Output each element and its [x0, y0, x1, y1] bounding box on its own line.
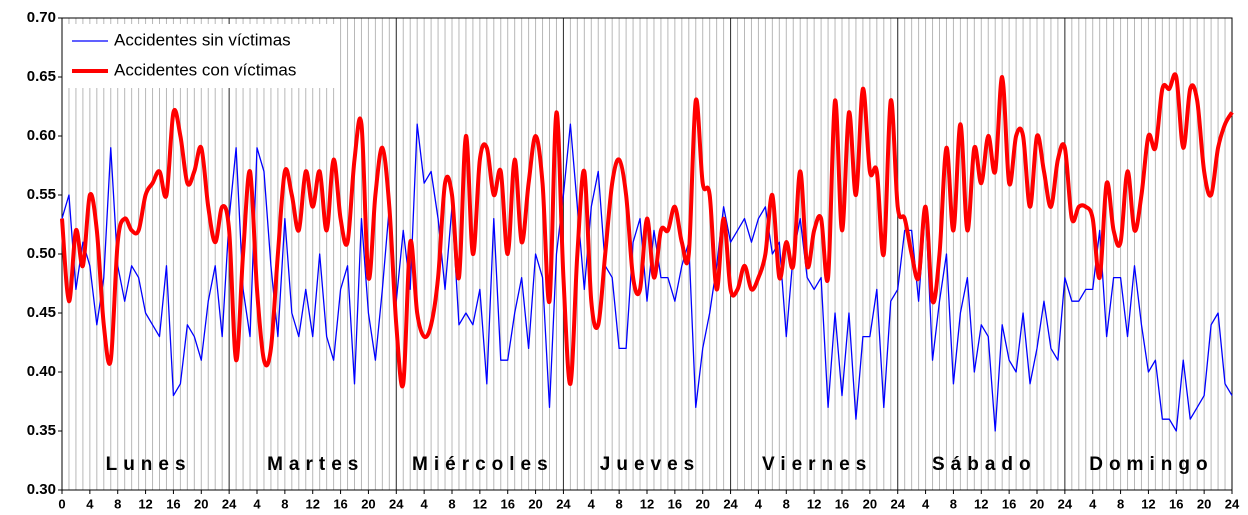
x-tick-label: 16: [166, 496, 180, 511]
x-tick-label: 20: [361, 496, 375, 511]
x-tick-label: 24: [556, 496, 571, 511]
x-tick-label: 16: [1169, 496, 1183, 511]
x-tick-label: 8: [281, 496, 288, 511]
y-tick-label: 0.30: [27, 481, 56, 498]
x-tick-label: 8: [950, 496, 957, 511]
x-tick-label: 12: [640, 496, 654, 511]
x-tick-label: 20: [528, 496, 542, 511]
x-tick-label: 16: [668, 496, 682, 511]
x-tick-label: 12: [473, 496, 487, 511]
x-tick-label: 16: [500, 496, 514, 511]
day-label: Lunes: [106, 454, 192, 475]
x-tick-label: 4: [1089, 496, 1097, 511]
x-tick-label: 20: [1030, 496, 1044, 511]
y-tick-label: 0.50: [27, 245, 56, 262]
day-label: Jueves: [600, 454, 700, 475]
x-tick-label: 20: [695, 496, 709, 511]
x-tick-label: 4: [253, 496, 261, 511]
x-tick-label: 4: [86, 496, 94, 511]
series-line: [60, 72, 1234, 389]
x-tick-label: 8: [1117, 496, 1124, 511]
x-tick-label: 8: [783, 496, 790, 511]
x-tick-label: 20: [863, 496, 877, 511]
x-tick-label: 12: [974, 496, 988, 511]
x-tick-label: 8: [616, 496, 623, 511]
legend-label: Accidentes con víctimas: [114, 60, 296, 79]
x-tick-label: 24: [389, 496, 404, 511]
x-tick-label: 8: [448, 496, 455, 511]
plot-frame: [61, 17, 1233, 491]
x-tick-label: 4: [421, 496, 429, 511]
day-label: Sábado: [932, 454, 1037, 475]
x-tick-label: 16: [333, 496, 347, 511]
series-line: [61, 123, 1233, 432]
legend: Accidentes sin víctimas Accidentes con ví…: [66, 24, 338, 88]
x-tick-label: 16: [1002, 496, 1016, 511]
y-tick-label: 0.55: [27, 186, 56, 203]
x-tick-label: 24: [723, 496, 738, 511]
legend-label: Accidentes sin víctimas: [114, 30, 291, 49]
x-tick-label: 12: [305, 496, 319, 511]
y-tick-label: 0.40: [27, 363, 56, 380]
x-tick-label: 20: [194, 496, 208, 511]
y-tick-label: 0.65: [27, 68, 56, 85]
day-label: Domingo: [1089, 454, 1213, 475]
x-tick-label: 24: [1058, 496, 1073, 511]
x-tick-label: 24: [222, 496, 237, 511]
x-tick-label: 8: [114, 496, 121, 511]
y-tick-label: 0.45: [27, 304, 56, 321]
x-tick-label: 16: [835, 496, 849, 511]
x-tick-label: 4: [588, 496, 596, 511]
x-tick-label: 0: [58, 496, 65, 511]
legend-box: [66, 24, 338, 88]
day-label: Miércoles: [412, 454, 554, 475]
x-tick-label: 12: [807, 496, 821, 511]
x-tick-label: 12: [1141, 496, 1155, 511]
x-tick-label: 12: [138, 496, 152, 511]
y-tick-label: 0.70: [27, 9, 56, 26]
day-label: Martes: [267, 454, 364, 475]
x-tick-label: 4: [922, 496, 930, 511]
x-tick-label: 24: [890, 496, 905, 511]
x-tick-label: 24: [1225, 496, 1240, 511]
y-tick-label: 0.60: [27, 127, 56, 144]
x-tick-label: 20: [1197, 496, 1211, 511]
y-tick-label: 0.35: [27, 422, 56, 439]
day-label: Viernes: [762, 454, 872, 475]
x-tick-label: 4: [755, 496, 763, 511]
